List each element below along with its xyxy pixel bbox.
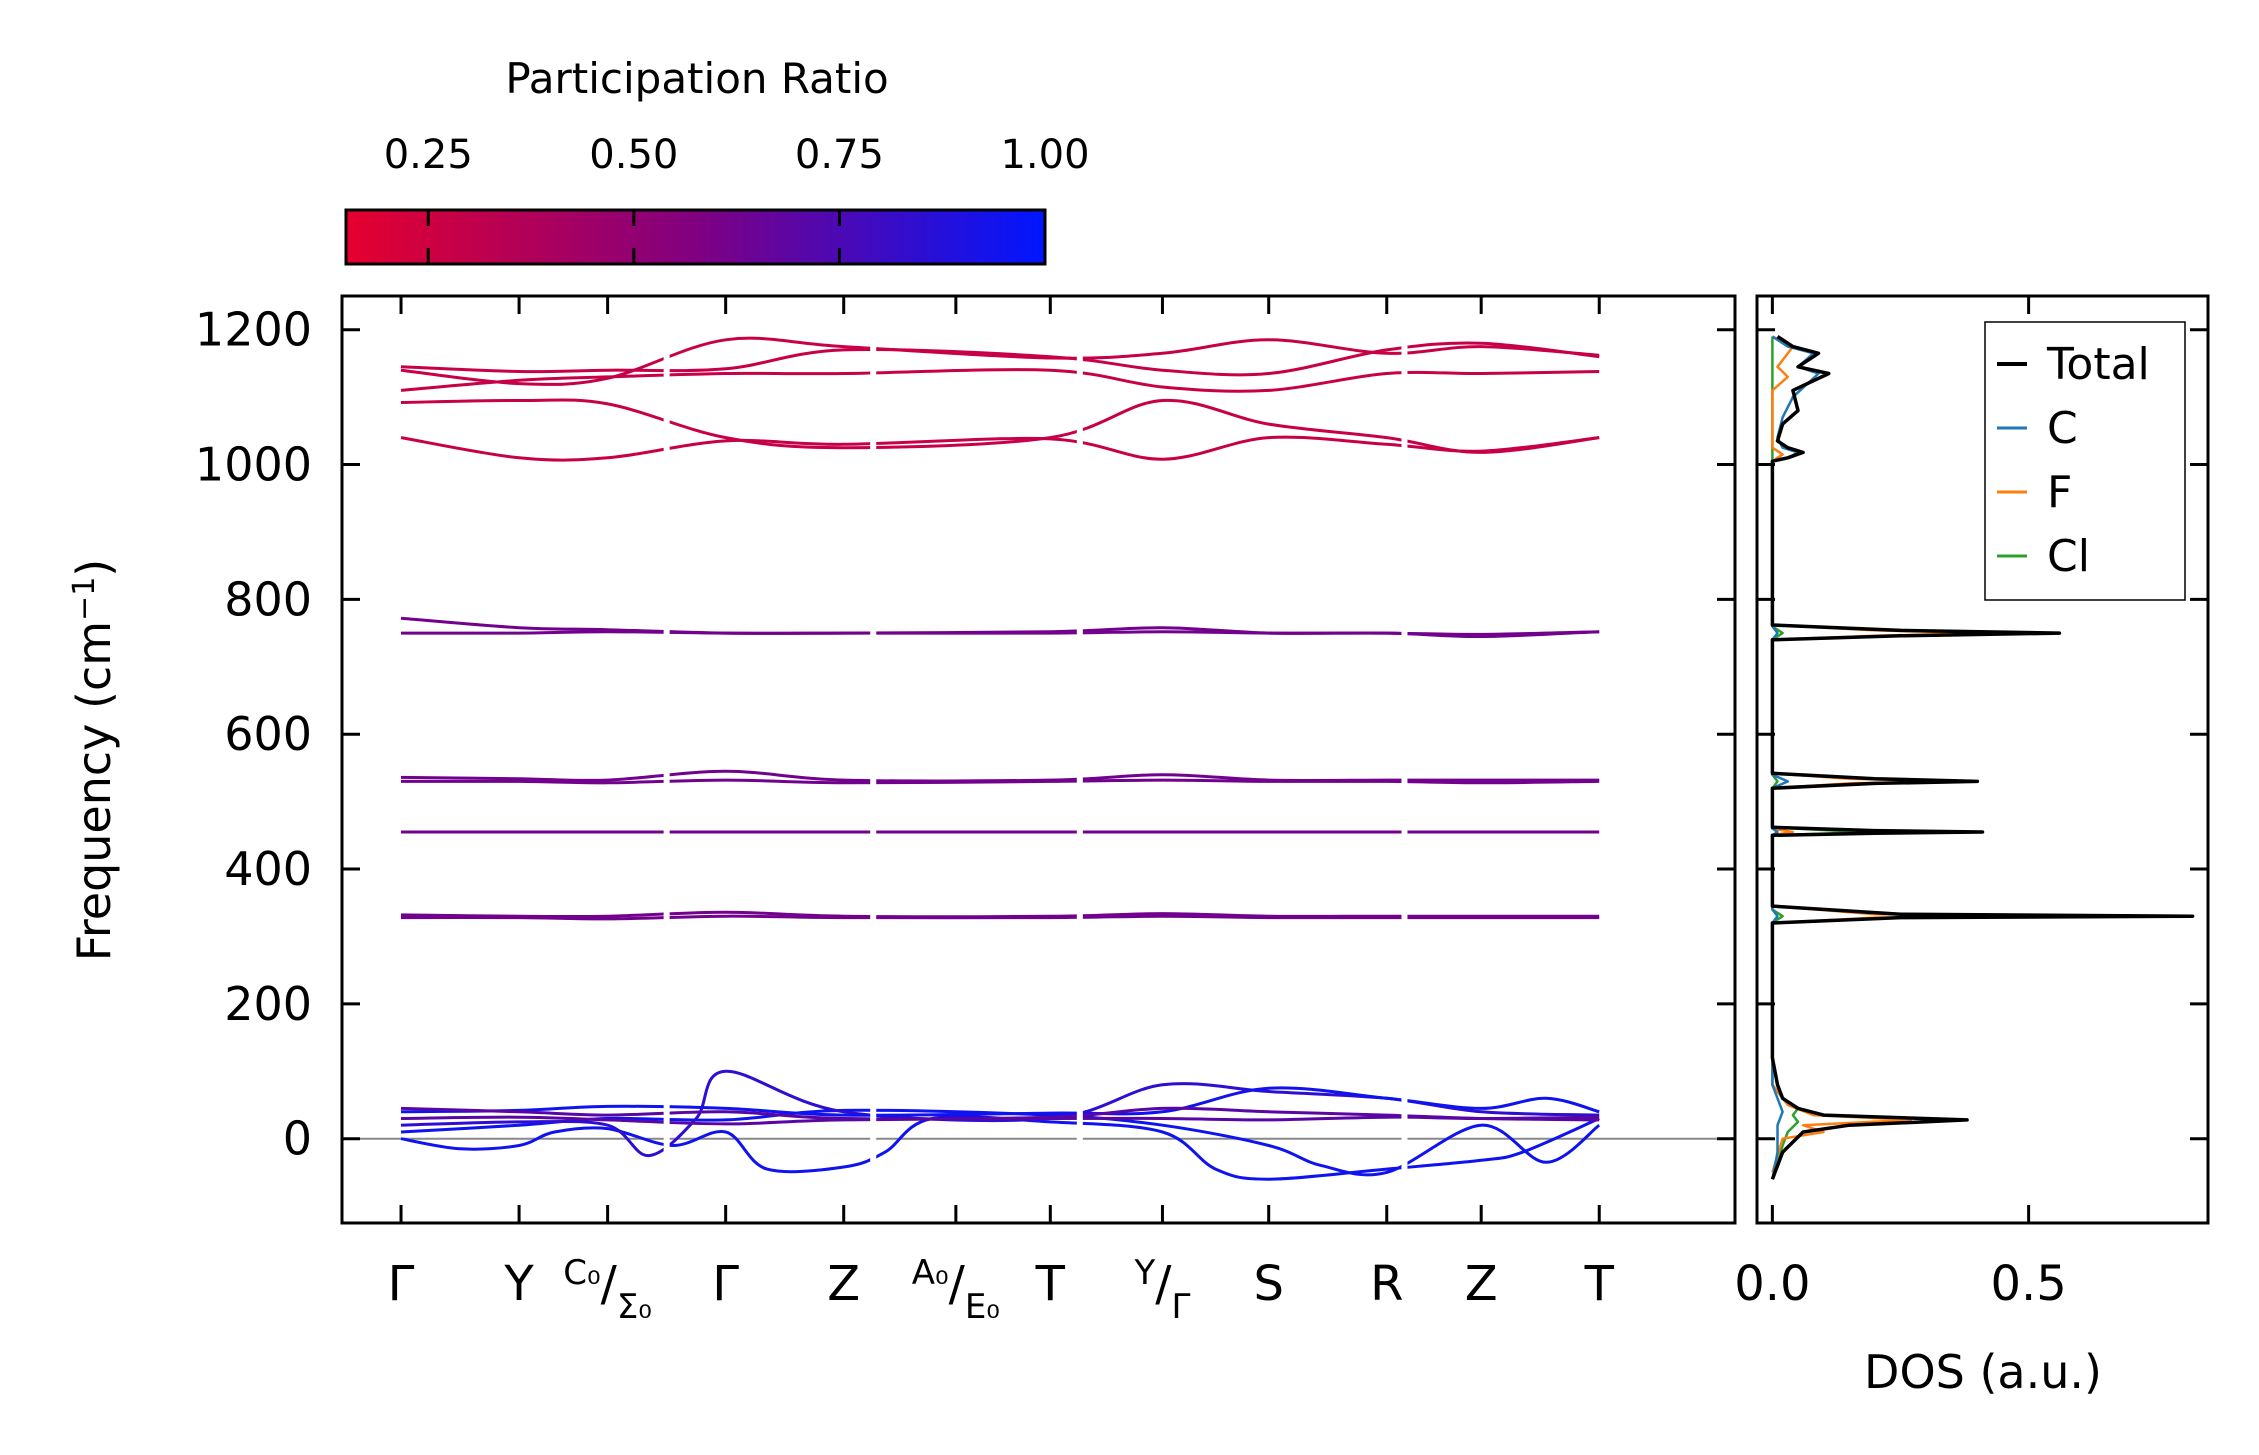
kpoint-label-3: Γ	[712, 1256, 739, 1312]
dos-curve-c	[1771, 335, 1820, 1180]
y-tick-label: 0	[283, 1112, 312, 1166]
phonon-band-15	[400, 1086, 1600, 1117]
dos-curve-cl	[1771, 336, 1902, 1180]
kpoint-label-0: Γ	[388, 1256, 415, 1312]
legend-label-cl: Cl	[2047, 531, 2090, 582]
colorbar-tick-label: 1.00	[1000, 132, 1089, 178]
band-frame	[340, 294, 1737, 1225]
legend-label-c: C	[2047, 403, 2078, 454]
kpoint-label-10: Z	[1465, 1256, 1498, 1312]
y-tick-label: 1200	[195, 303, 312, 357]
colorbar-gradient	[344, 208, 1047, 266]
kpoint-label-9: R	[1370, 1256, 1403, 1312]
path-segment-break	[870, 296, 877, 1223]
dos-lines	[1770, 335, 2195, 1180]
y-axis-label: Frequency (cm−1)	[67, 559, 121, 962]
dos-frame	[1755, 294, 2210, 1225]
colorbar-ticks: 0.25 0.50 0.75 1.00	[384, 132, 1090, 264]
kpoint-label-5: A₀/E₀	[912, 1253, 1000, 1327]
dos-panel: 0.0 0.5 DOS (a.u.) Total CF Cl	[1734, 294, 2210, 1399]
kpoint-label-2: C₀/Σ₀	[563, 1253, 652, 1327]
colorbar-tick-label: 0.25	[384, 132, 473, 178]
dos-x-tick-label: 0.0	[1734, 1256, 1810, 1312]
phonon-band-12	[400, 1115, 1600, 1181]
path-segment-break	[1076, 296, 1083, 1223]
legend-box	[1984, 321, 2186, 601]
dos-x-tick-label: 0.5	[1990, 1256, 2066, 1312]
dos-curve-total	[1770, 335, 2195, 1180]
kpoint-label-8: S	[1253, 1256, 1283, 1312]
kpoint-label-4: Z	[827, 1256, 860, 1312]
phonon-band-7	[400, 769, 1600, 783]
phonon-band-2	[400, 368, 1600, 393]
colorbar-tick-label: 0.75	[795, 132, 884, 178]
path-segment-break	[1401, 296, 1408, 1223]
phonon-band-6	[400, 630, 1600, 636]
phonon-band-10	[400, 910, 1600, 919]
legend-label-total: Total	[2046, 339, 2150, 390]
y-tick-label: 800	[224, 572, 312, 626]
kpoint-label-7: Y/Γ	[1134, 1253, 1191, 1327]
colorbar: Participation Ratio 0.25 0.50 0.75 1.00	[344, 54, 1090, 266]
colorbar-tick-label: 0.50	[589, 132, 678, 178]
y-tick-label: 1000	[195, 438, 312, 492]
kpoint-label-6: T	[1035, 1256, 1066, 1312]
y-tick-label: 600	[224, 707, 312, 761]
phonon-band-3	[400, 398, 1600, 454]
band-lines	[342, 296, 1735, 1223]
kpoint-label-11: T	[1584, 1256, 1615, 1312]
dos-x-axis-label: DOS (a.u.)	[1864, 1345, 2102, 1399]
legend: Total CF Cl	[1984, 321, 2186, 601]
phonon-band-4	[400, 435, 1600, 462]
y-tick-label: 200	[224, 977, 312, 1031]
y-tick-label: 400	[224, 842, 312, 896]
legend-label-f: F	[2047, 467, 2072, 518]
band-structure-panel: 0 200 400 600 800 1000 1200 Γ Y C₀/Σ₀ Γ Z A₀/E₀ T Y/Γ S…	[67, 294, 1737, 1327]
dos-axes: 0.0 0.5	[1734, 296, 2208, 1312]
band-axes: 0 200 400 600 800 1000 1200 Γ Y C₀/Σ₀ Γ Z A₀/E₀ T Y/Γ S…	[195, 296, 1735, 1327]
kpoint-label-1: Y	[503, 1256, 534, 1312]
path-segment-break	[663, 296, 670, 1223]
colorbar-title: Participation Ratio	[505, 54, 888, 103]
